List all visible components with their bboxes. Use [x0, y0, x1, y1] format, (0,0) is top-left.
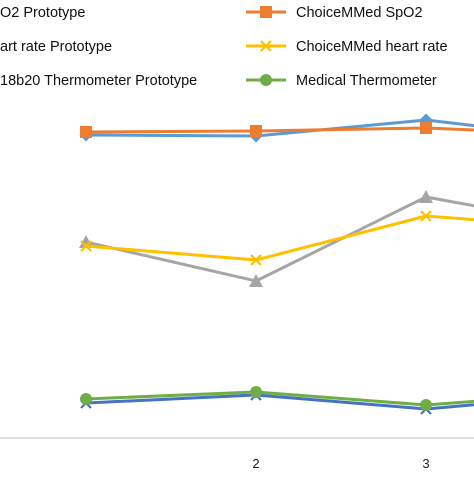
legend-label: 18b20 Thermometer Prototype	[0, 73, 197, 89]
legend-marker	[260, 6, 272, 18]
legend-label: art rate Prototype	[0, 39, 112, 55]
series-line	[86, 216, 474, 260]
data-point	[80, 126, 92, 138]
series-choicemmed-heart-rate	[81, 211, 474, 265]
legend-label: O2 Prototype	[0, 5, 85, 21]
series-18b20-thermometer-prototype	[81, 386, 474, 414]
data-point	[250, 386, 262, 398]
plot-area	[79, 114, 474, 415]
data-point	[80, 393, 92, 405]
x-tick-label: 3	[422, 456, 429, 471]
legend-label: ChoiceMMed SpO2	[296, 5, 423, 21]
legend: O2 Prototype ChoiceMMed SpO2 art rate Prot…	[0, 5, 448, 89]
legend-label: ChoiceMMed heart rate	[296, 39, 448, 55]
data-point	[420, 399, 432, 411]
legend-item: Medical Thermometer	[246, 73, 437, 89]
legend-item: art rate Prototype	[0, 39, 112, 55]
legend-item: 18b20 Thermometer Prototype	[0, 73, 197, 89]
legend-item: O2 Prototype	[0, 5, 85, 21]
series-line	[86, 197, 474, 281]
x-axis: 234	[0, 438, 474, 471]
data-point	[420, 122, 432, 134]
data-point	[250, 125, 262, 137]
legend-item: ChoiceMMed SpO2	[246, 5, 423, 21]
x-tick-label: 2	[252, 456, 259, 471]
legend-item: ChoiceMMed heart rate	[246, 39, 448, 55]
legend-marker	[260, 74, 272, 86]
series-heart-rate-prototype	[79, 190, 474, 287]
legend-label: Medical Thermometer	[296, 73, 437, 89]
